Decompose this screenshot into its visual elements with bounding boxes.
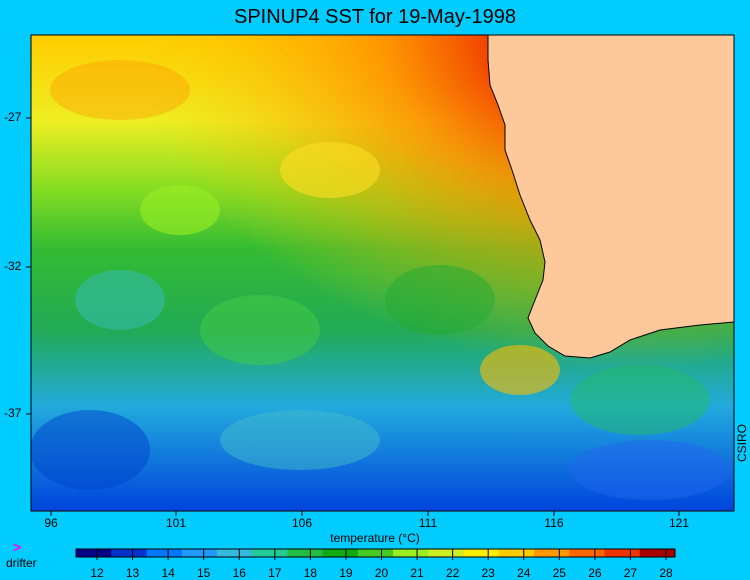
drifter-label: drifter — [6, 556, 37, 570]
colorbar-segment — [76, 549, 112, 557]
australia-landmass — [487, 35, 734, 359]
colorbar-segment — [322, 549, 359, 557]
colorbar-tick-label: 20 — [374, 566, 389, 580]
colorbar-tick-label: 16 — [232, 566, 246, 580]
colorbar-tick-label: 23 — [481, 566, 495, 580]
x-tick-label: 111 — [418, 516, 438, 530]
drifter-symbol: > — [13, 539, 22, 555]
colorbar-segment — [498, 549, 535, 557]
colorbar-tick-label: 26 — [588, 566, 602, 580]
colorbar-tick-label: 19 — [339, 566, 353, 580]
colorbar-segment — [393, 549, 429, 557]
x-tick-label: 106 — [291, 516, 313, 530]
colorbar-tick-label: 22 — [445, 566, 460, 580]
x-tick-label: 96 — [44, 516, 58, 530]
colorbar-segment — [216, 549, 253, 557]
colorbar-segment — [181, 549, 218, 557]
colorbar-segment — [146, 549, 183, 557]
colorbar-segment — [463, 549, 500, 557]
colorbar-segment — [428, 549, 465, 557]
colorbar-segment — [639, 549, 676, 557]
colorbar-segment — [534, 549, 570, 557]
colorbar-tick-label: 21 — [410, 566, 424, 580]
colorbar-segment — [569, 549, 606, 557]
colorbar-tick-label: 15 — [197, 566, 211, 580]
colorbar-tick-label: 28 — [659, 566, 673, 580]
colorbar-tick-label: 13 — [125, 566, 140, 580]
colorbar-tick-label: 17 — [268, 566, 282, 580]
x-tick-label: 116 — [544, 516, 564, 530]
colorbar-segment — [252, 549, 288, 557]
x-tick-label: 121 — [668, 516, 690, 530]
colorbar-tick-label: 27 — [623, 566, 638, 580]
colorbar-tick-label: 25 — [552, 566, 566, 580]
colorbar-segment — [604, 549, 641, 557]
y-tick-label: -32 — [4, 259, 22, 273]
y-tick-label: -37 — [4, 406, 22, 420]
map-title: SPINUP4 SST for 19-May-1998 — [234, 6, 516, 28]
colorbar-tick-label: 18 — [303, 566, 318, 580]
colorbar-segment — [357, 549, 394, 557]
colorbar-segment — [287, 549, 324, 557]
colorbar-tick-label: 24 — [517, 566, 531, 580]
x-tick-label: 101 — [165, 516, 187, 530]
colorbar-segment — [111, 549, 147, 557]
colorbar-title: temperature (°C) — [330, 531, 420, 545]
colorbar — [75, 548, 676, 560]
colorbar-tick-label: 14 — [161, 566, 175, 580]
colorbar-tick-label: 12 — [90, 566, 104, 580]
csiro-label: CSIRO — [735, 423, 749, 462]
y-tick-label: -27 — [4, 110, 22, 124]
